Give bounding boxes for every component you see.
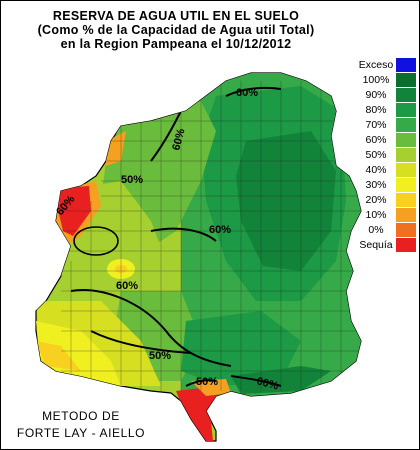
legend-label: Sequía	[359, 239, 393, 251]
legend-label: 40%	[365, 164, 387, 176]
department-boundaries	[61, 81, 361, 391]
contour-50-center	[150, 227, 217, 242]
legend-swatch	[396, 163, 416, 177]
legend-swatch	[396, 58, 416, 72]
legend-label: 30%	[365, 179, 387, 191]
legend-swatch	[396, 193, 416, 207]
legend-swatch	[396, 178, 416, 192]
legend-swatch	[396, 73, 416, 87]
contour-label: 60%	[116, 280, 138, 292]
contour-label: 60%	[209, 224, 231, 236]
contour-label: 60%	[255, 375, 280, 392]
legend-label: 80%	[365, 104, 387, 116]
zone-30	[36, 321, 121, 386]
contour-label: 50%	[149, 350, 171, 362]
legend-swatch	[396, 118, 416, 132]
contour-label: 60%	[170, 127, 187, 152]
legend-label: Exceso	[358, 59, 394, 71]
legend-label: 10%	[365, 209, 387, 221]
legend-swatch	[396, 103, 416, 117]
contour-label: 50%	[121, 174, 143, 186]
title-line-2: (Como % de la Capacidad de Agua util Tot…	[37, 23, 315, 37]
title-line-3: en la Region Pampeana el 10/12/2012	[60, 37, 292, 51]
legend-swatch	[396, 238, 416, 252]
legend-label: 70%	[365, 119, 387, 131]
legend-label: 100%	[362, 74, 390, 86]
zone-drought-south	[176, 386, 221, 441]
legend-label: 60%	[365, 134, 387, 146]
legend-label: 0%	[368, 224, 384, 236]
contour-label: 60%	[236, 87, 258, 99]
legend-label: 90%	[365, 89, 387, 101]
zone-20	[36, 341, 81, 371]
legend-label: 50%	[365, 149, 387, 161]
contour-ring	[73, 226, 119, 256]
legend-swatch	[396, 223, 416, 237]
legend-swatch	[396, 208, 416, 222]
legend-label: 20%	[365, 194, 387, 206]
legend-swatch	[396, 148, 416, 162]
contour-label: 50%	[196, 376, 218, 388]
title-line-1: RESERVA DE AGUA UTIL EN EL SUELO	[52, 9, 300, 23]
method-line-2: FORTE LAY - AIELLO	[16, 426, 146, 440]
legend-swatch	[396, 88, 416, 102]
legend-swatch	[396, 133, 416, 147]
contour-60-se	[230, 375, 282, 387]
method-line-1: METODO DE	[42, 409, 120, 423]
contour-60-ne	[225, 86, 282, 97]
